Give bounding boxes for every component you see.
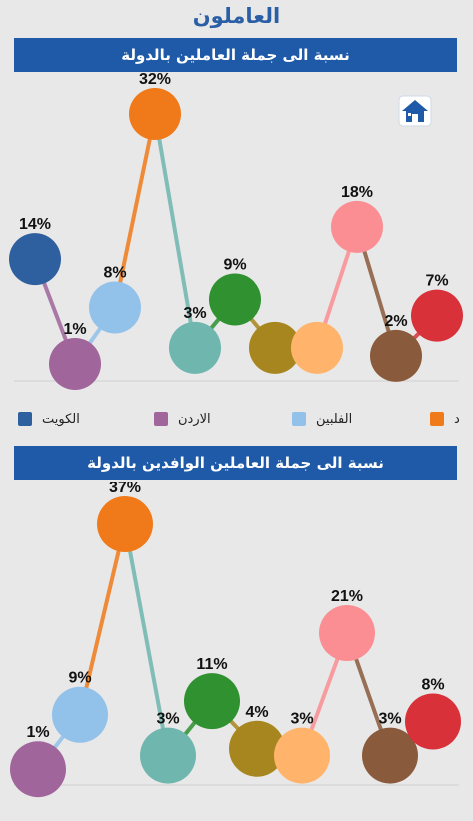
data-label: 18% <box>341 184 373 201</box>
data-point <box>209 273 261 326</box>
data-label: 21% <box>331 588 363 605</box>
data-label: 11% <box>196 656 227 673</box>
data-point <box>370 329 422 382</box>
data-point <box>274 727 330 784</box>
data-label: 7% <box>425 273 448 290</box>
legend-item: الكويت <box>18 408 80 430</box>
data-point <box>89 281 141 334</box>
home-icon <box>398 95 432 127</box>
chart-2: 1% 9% 37% 3% 11% 4% 3% 21% 3% 8% <box>10 482 461 798</box>
legend-label: الفلبين <box>316 411 353 427</box>
data-label: 1% <box>63 321 86 338</box>
data-label: 3% <box>183 305 206 322</box>
data-point <box>319 604 375 661</box>
data-label: 37% <box>109 482 141 496</box>
legend-label: الاردن <box>178 411 211 427</box>
data-label: 32% <box>139 71 171 88</box>
data-point <box>249 321 301 374</box>
series-segment <box>113 112 157 310</box>
data-label: 3% <box>156 711 179 728</box>
data-label: 9% <box>223 256 246 273</box>
data-label: 3% <box>378 711 401 728</box>
data-point <box>10 741 66 798</box>
series-segment <box>153 112 197 350</box>
series-segment <box>78 522 127 717</box>
chart-1-header: نسبة الى جملة العاملين بالدولة <box>14 38 457 72</box>
data-label: 14% <box>19 216 51 233</box>
data-point <box>49 337 101 390</box>
home-button[interactable] <box>398 95 432 127</box>
data-point <box>184 673 240 730</box>
data-point <box>129 88 181 140</box>
legend-swatch <box>18 412 32 426</box>
data-label: 8% <box>421 677 444 694</box>
legend-swatch <box>430 412 444 426</box>
chart-1: 14% 1% 8% 32% 3% 9% 18% 2% 7% <box>9 71 463 390</box>
series-segment <box>123 522 170 758</box>
data-point <box>405 693 461 750</box>
data-point <box>411 289 463 342</box>
legend-swatch <box>154 412 168 426</box>
data-point <box>169 321 221 374</box>
data-point <box>97 496 153 552</box>
data-point <box>140 727 196 784</box>
legend-label: الكويت <box>42 411 80 427</box>
data-point <box>291 321 343 374</box>
legend-item: د <box>430 408 460 430</box>
data-label: 2% <box>384 313 407 330</box>
data-point <box>229 720 285 777</box>
legend-item: الاردن <box>154 408 211 430</box>
data-point <box>362 727 418 784</box>
legend-swatch <box>292 412 306 426</box>
data-point <box>9 233 61 286</box>
legend-label: د <box>454 411 460 427</box>
data-label: 9% <box>68 670 91 687</box>
legend-item: الفلبين <box>292 408 352 430</box>
data-point <box>331 200 383 253</box>
data-label: 8% <box>103 265 126 282</box>
legend: الكويت الاردن الفلبين د <box>0 408 473 432</box>
data-label: 3% <box>290 711 313 728</box>
data-label: 4% <box>245 704 268 721</box>
data-point <box>52 686 108 743</box>
page-title: العاملون <box>192 4 281 28</box>
chart-2-header: نسبة الى جملة العاملين الوافدين بالدولة <box>14 446 457 480</box>
data-label: 1% <box>26 724 49 741</box>
